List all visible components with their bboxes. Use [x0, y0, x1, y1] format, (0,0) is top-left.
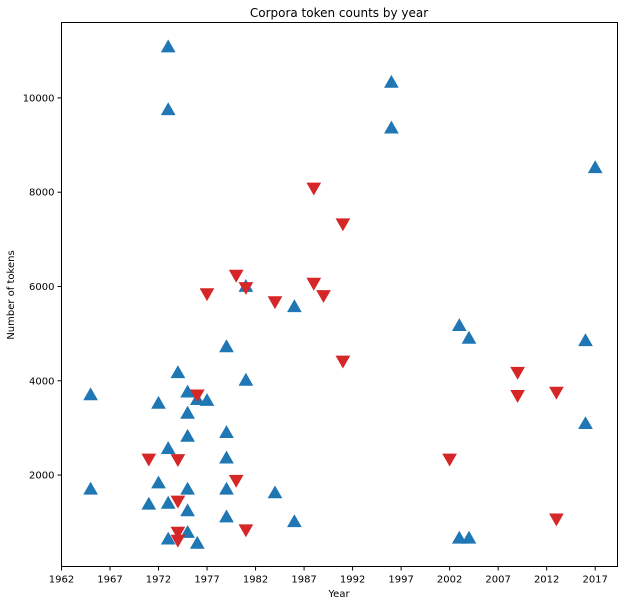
plot-frame [61, 22, 618, 567]
up-marker-4 [151, 475, 166, 489]
up-marker-26 [238, 372, 254, 386]
down-marker-4 [170, 534, 186, 548]
x-tick-label-5: 1987 [291, 575, 316, 586]
x-axis-ticks: 1962 1967 1972 1977 1982 1987 1992 1997 2002 2007… [49, 566, 608, 586]
down-marker-20 [549, 386, 564, 400]
x-tick-label-8: 2002 [437, 575, 462, 586]
x-tick-label-11: 2017 [582, 575, 607, 586]
up-marker-28 [287, 299, 302, 313]
up-marker-18 [189, 535, 205, 549]
down-marker-1 [170, 454, 186, 468]
up-marker-19 [199, 393, 215, 406]
up-marker-22 [219, 450, 234, 464]
down-marker-15 [335, 218, 351, 232]
down-marker-21 [549, 513, 564, 527]
x-tick-label-6: 1992 [340, 575, 365, 586]
x-tick-label-4: 1982 [243, 575, 268, 586]
down-marker-18 [510, 366, 525, 380]
up-marker-32 [451, 318, 467, 331]
down-marker-3 [170, 526, 186, 540]
down-marker-5 [189, 389, 205, 403]
up-marker-31 [384, 120, 399, 134]
up-marker-37 [578, 416, 593, 429]
down-marker-12 [306, 182, 322, 196]
down-marker-16 [335, 355, 351, 369]
x-tick-label-1: 1967 [97, 575, 122, 586]
up-marker-10 [170, 365, 186, 379]
down-marker-7 [228, 269, 244, 283]
down-marker-0 [141, 453, 157, 467]
up-marker-36 [578, 333, 593, 347]
x-tick-label-10: 2012 [534, 575, 559, 586]
up-marker-15 [180, 503, 195, 517]
plot-area [61, 22, 618, 567]
up-marker-20 [219, 339, 234, 353]
down-marker-2 [170, 495, 186, 509]
x-tick-label-3: 1977 [194, 575, 219, 586]
up-marker-3 [151, 395, 166, 409]
y-tick-label-4: 10000 [23, 93, 55, 104]
up-marker-34 [461, 330, 477, 344]
down-marker-13 [306, 277, 322, 291]
up-marker-1 [83, 481, 98, 495]
y-tick-label-2: 6000 [29, 282, 54, 293]
up-marker-9 [160, 531, 176, 545]
up-marker-24 [219, 509, 234, 523]
x-tick-label-0: 1962 [49, 575, 74, 586]
y-tick-label-3: 8000 [29, 188, 54, 199]
up-marker-11 [180, 384, 195, 398]
up-marker-27 [267, 485, 283, 499]
up-marker-33 [451, 530, 467, 544]
up-marker-6 [160, 102, 176, 116]
up-marker-21 [219, 425, 234, 438]
y-axis-label: Number of tokens [6, 250, 17, 339]
y-axis-ticks: 2000 4000 6000 8000 10000 [23, 93, 62, 482]
x-tick-label-9: 2007 [485, 575, 510, 586]
down-marker-6 [199, 288, 215, 302]
x-axis-label: Year [327, 589, 350, 600]
up-marker-13 [180, 428, 195, 442]
up-marker-23 [219, 481, 234, 495]
up-marker-35 [461, 530, 477, 544]
up-marker-14 [180, 481, 195, 495]
up-marker-16 [180, 525, 195, 538]
up-marker-7 [160, 441, 176, 454]
down-marker-9 [238, 282, 254, 295]
chart-title: Corpora token counts by year [250, 6, 428, 20]
up-marker-12 [180, 405, 195, 419]
up-marker-5 [160, 39, 176, 53]
y-tick-label-0: 2000 [29, 471, 54, 482]
down-marker-11 [267, 296, 283, 310]
up-marker-2 [141, 496, 157, 510]
data-points [83, 39, 603, 549]
down-marker-17 [442, 453, 457, 467]
x-tick-label-7: 1997 [388, 575, 413, 586]
up-marker-30 [384, 74, 399, 88]
up-marker-8 [160, 495, 176, 509]
down-marker-10 [238, 524, 254, 538]
y-tick-label-1: 4000 [29, 376, 54, 387]
x-tick-label-2: 1972 [146, 575, 171, 586]
up-marker-38 [587, 160, 603, 174]
up-marker-0 [83, 387, 98, 401]
down-marker-14 [316, 290, 331, 303]
down-marker-8 [228, 474, 244, 488]
down-marker-19 [510, 390, 525, 403]
up-marker-29 [287, 514, 302, 528]
